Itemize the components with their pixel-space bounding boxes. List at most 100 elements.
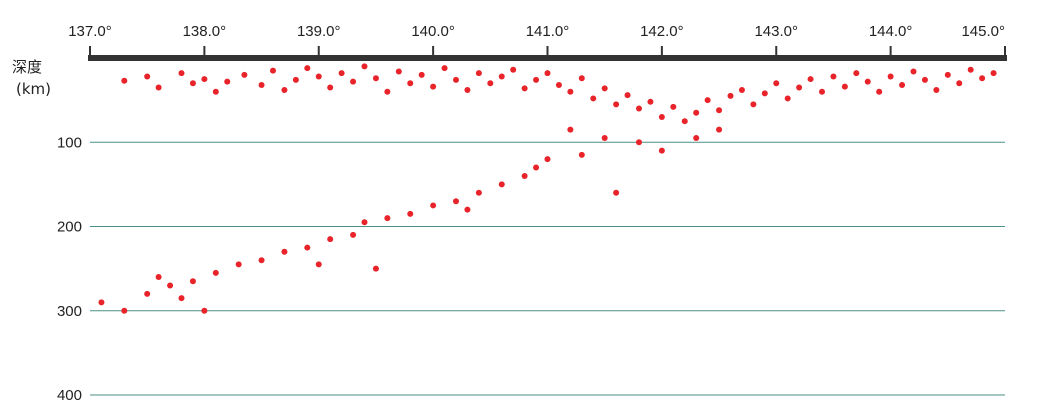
data-point — [281, 87, 288, 94]
data-point — [807, 76, 814, 83]
data-point — [270, 67, 276, 74]
data-point — [498, 73, 505, 80]
data-point — [830, 73, 837, 80]
y-axis-unit: (km) — [16, 80, 51, 98]
data-point — [510, 66, 517, 73]
top-axis-bar — [88, 55, 1007, 61]
data-point — [716, 126, 723, 133]
grid-lines — [90, 141, 1005, 396]
data-point — [578, 151, 585, 158]
data-point — [350, 78, 357, 85]
data-point — [121, 77, 128, 84]
data-point — [864, 78, 871, 85]
data-point — [590, 95, 597, 102]
data-point — [956, 80, 963, 87]
data-point — [281, 248, 288, 255]
data-point — [258, 81, 265, 88]
data-point — [327, 84, 334, 91]
data-point — [224, 78, 231, 85]
data-point — [727, 92, 734, 99]
x-tick-label: 140.0° — [411, 23, 455, 40]
data-point — [578, 75, 585, 82]
data-point — [430, 202, 437, 209]
y-tick-label: 300 — [57, 303, 82, 320]
data-point — [784, 95, 791, 102]
data-point — [167, 282, 174, 289]
data-point — [144, 290, 151, 297]
data-point — [350, 231, 357, 238]
y-axis-title: 深度 — [12, 58, 42, 76]
data-point — [555, 81, 562, 88]
data-point — [658, 147, 665, 154]
x-tick-label: 143.0° — [754, 23, 798, 40]
x-tick-label: 141.0° — [526, 23, 570, 40]
data-point — [453, 198, 459, 205]
data-point — [750, 101, 757, 108]
data-point — [98, 299, 105, 306]
data-point — [178, 70, 185, 77]
data-point — [636, 105, 642, 112]
data-point — [315, 261, 322, 268]
data-point — [899, 81, 906, 88]
data-point — [487, 80, 494, 87]
x-axis-ticks: 137.0° 138.0° 139.0° 140.0° 141.0° 142.0° 143.… — [68, 23, 1006, 56]
data-point — [933, 87, 940, 94]
y-tick-label: 400 — [57, 387, 82, 403]
data-point — [533, 164, 540, 171]
y-tick-label: 100 — [57, 134, 82, 151]
data-point — [327, 236, 334, 243]
data-point — [464, 206, 471, 213]
x-tick-label: 138.0° — [183, 23, 227, 40]
data-point — [544, 70, 551, 77]
data-point — [292, 76, 299, 83]
data-point — [624, 92, 631, 99]
data-point — [384, 215, 391, 222]
data-point — [498, 181, 505, 188]
data-point — [395, 68, 402, 75]
data-point — [155, 84, 162, 91]
data-point — [990, 70, 997, 77]
data-point — [841, 83, 848, 90]
data-point — [212, 88, 219, 95]
data-point — [773, 80, 780, 87]
y-tick-label: 200 — [57, 219, 82, 236]
data-point — [178, 295, 185, 302]
data-point — [361, 219, 368, 226]
data-point — [647, 98, 654, 105]
data-point — [567, 88, 574, 95]
data-point — [521, 85, 528, 92]
data-point — [533, 76, 540, 83]
data-point — [738, 87, 745, 94]
data-point — [681, 118, 688, 125]
data-point — [967, 66, 974, 73]
data-point — [876, 88, 883, 95]
data-point — [693, 135, 700, 142]
data-point — [407, 210, 414, 217]
data-point — [372, 265, 379, 272]
data-point — [464, 87, 471, 94]
data-point — [716, 107, 723, 114]
data-point — [372, 75, 379, 82]
scatter-points — [98, 63, 997, 314]
x-tick-label: 137.0° — [68, 23, 112, 40]
data-point — [189, 80, 196, 87]
data-point — [475, 70, 482, 77]
data-point — [944, 71, 951, 78]
data-point — [693, 109, 700, 116]
data-point — [384, 88, 391, 95]
data-point — [441, 65, 448, 72]
x-tick-label: 139.0° — [297, 23, 341, 40]
data-point — [613, 101, 620, 108]
data-point — [819, 88, 825, 95]
data-point — [453, 76, 459, 83]
data-point — [338, 70, 345, 77]
data-point — [418, 71, 425, 78]
data-point — [241, 71, 248, 78]
data-point — [979, 75, 986, 82]
y-axis-ticks: 100 200 300 400 — [57, 134, 82, 403]
data-point — [407, 80, 414, 87]
data-point — [361, 63, 368, 70]
data-point — [910, 68, 917, 75]
